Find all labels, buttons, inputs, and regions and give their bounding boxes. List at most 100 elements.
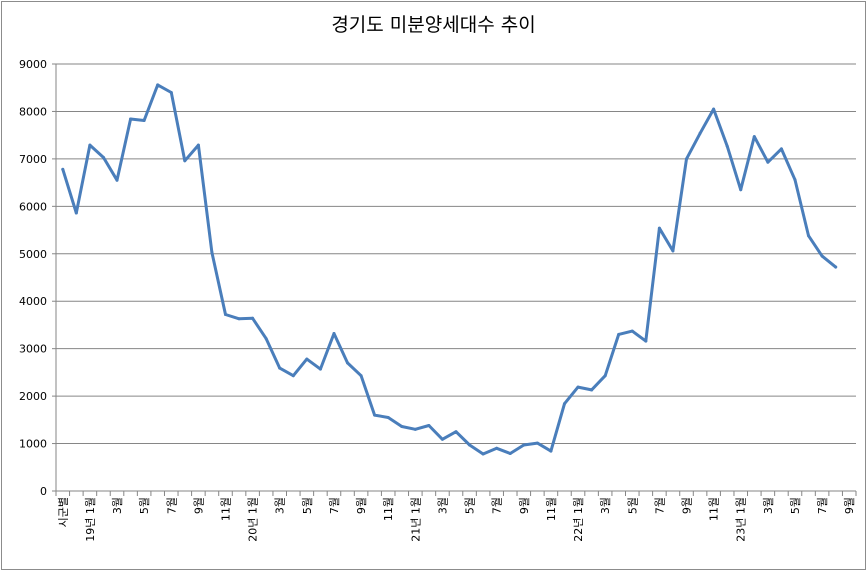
x-tick-label: 3월 <box>436 497 449 514</box>
data-point <box>210 250 214 254</box>
y-tick-label: 9000 <box>19 58 47 71</box>
x-tick-label: 9월 <box>518 497 531 514</box>
data-point <box>657 226 661 230</box>
y-axis-ticks: 0 1000 2000 3000 4000 5000 6000 7000 8000 9000 <box>19 58 56 498</box>
x-tick-label: 7월 <box>816 497 829 514</box>
data-point <box>318 367 322 371</box>
y-tick-label: 0 <box>40 485 47 498</box>
x-tick-label: 5월 <box>301 497 314 514</box>
x-tick-label: 3월 <box>274 497 287 514</box>
data-point <box>495 446 499 450</box>
x-axis-ticks: 시군별 19년 1월 3월 5월 7월 9월 11월 20년 1월 3월 5월 7월 9월 11월 21년… <box>55 491 857 542</box>
data-point <box>440 437 444 441</box>
data-point <box>264 337 268 341</box>
data-point <box>617 332 621 336</box>
data-point <box>74 211 78 215</box>
gridlines <box>56 63 856 445</box>
data-point <box>359 374 363 378</box>
y-tick-label: 2000 <box>19 390 47 403</box>
data-point <box>278 366 282 370</box>
y-tick-label: 6000 <box>19 200 47 213</box>
x-tick-label: 5월 <box>464 497 477 514</box>
data-point <box>346 361 350 365</box>
chart-title: 경기도 미분양세대수 추이 <box>331 14 536 36</box>
x-tick-label: 7월 <box>165 497 178 514</box>
data-point <box>820 254 824 258</box>
data-point <box>508 452 512 456</box>
x-tick-label: 9월 <box>681 497 694 514</box>
x-tick-label: 11월 <box>219 497 232 521</box>
data-point <box>386 415 390 419</box>
data-point <box>630 329 634 333</box>
y-tick-label: 3000 <box>19 343 47 356</box>
x-tick-label: 11월 <box>708 497 721 521</box>
data-point <box>739 188 743 192</box>
x-tick-label: 19년 1월 <box>84 497 97 542</box>
x-tick-label: 20년 1월 <box>247 497 260 542</box>
x-tick-label: 5월 <box>789 497 802 514</box>
y-tick-label: 4000 <box>19 295 47 308</box>
x-tick-label: 22년 1월 <box>572 497 585 542</box>
data-point <box>468 443 472 447</box>
axes <box>55 64 856 492</box>
y-tick-label: 1000 <box>19 438 47 451</box>
data-point <box>251 316 255 320</box>
data-point <box>373 413 377 417</box>
x-tick-label: 5월 <box>626 497 639 514</box>
data-point <box>454 430 458 434</box>
data-point <box>834 265 838 269</box>
data-point <box>223 313 227 317</box>
data-point <box>603 374 607 378</box>
data-point <box>522 443 526 447</box>
data-point <box>142 118 146 122</box>
data-point <box>481 452 485 456</box>
data-point <box>549 449 553 453</box>
data-point <box>156 83 160 87</box>
data-point <box>766 160 770 164</box>
data-point <box>413 427 417 431</box>
data-point <box>644 339 648 343</box>
data-point <box>698 131 702 135</box>
data-point <box>685 157 689 161</box>
x-tick-label: 21년 1월 <box>409 497 422 542</box>
x-tick-label: 7월 <box>328 497 341 514</box>
x-tick-label: 23년 1월 <box>735 497 748 542</box>
x-tick-label: 시군별 <box>57 497 70 527</box>
data-point <box>562 402 566 406</box>
data-point <box>535 441 539 445</box>
data-point <box>427 424 431 428</box>
data-point <box>712 107 716 111</box>
x-tick-label: 3월 <box>111 497 124 514</box>
y-tick-label: 7000 <box>19 153 47 166</box>
data-point <box>183 159 187 163</box>
data-point <box>129 117 133 121</box>
x-tick-label: 11월 <box>382 497 395 521</box>
x-tick-label: 9월 <box>192 497 205 514</box>
data-point <box>576 385 580 389</box>
data-point <box>779 147 783 151</box>
x-tick-label: 7월 <box>653 497 666 514</box>
series-line <box>61 83 838 456</box>
data-point <box>101 155 105 159</box>
data-point <box>725 144 729 148</box>
data-point <box>332 331 336 335</box>
data-point <box>400 424 404 428</box>
data-point <box>793 178 797 182</box>
data-point <box>305 357 309 361</box>
data-point <box>807 234 811 238</box>
x-tick-label: 7월 <box>491 497 504 514</box>
data-point <box>115 178 119 182</box>
data-point <box>291 374 295 378</box>
x-tick-label: 5월 <box>138 497 151 514</box>
x-tick-label: 9월 <box>355 497 368 514</box>
x-tick-label: 9월 <box>843 497 856 514</box>
data-point <box>196 143 200 147</box>
data-point <box>671 249 675 253</box>
data-point <box>88 143 92 147</box>
series-group <box>61 83 838 456</box>
x-tick-label: 3월 <box>599 497 612 514</box>
y-tick-label: 8000 <box>19 105 47 118</box>
data-point <box>752 135 756 139</box>
data-point <box>169 90 173 94</box>
